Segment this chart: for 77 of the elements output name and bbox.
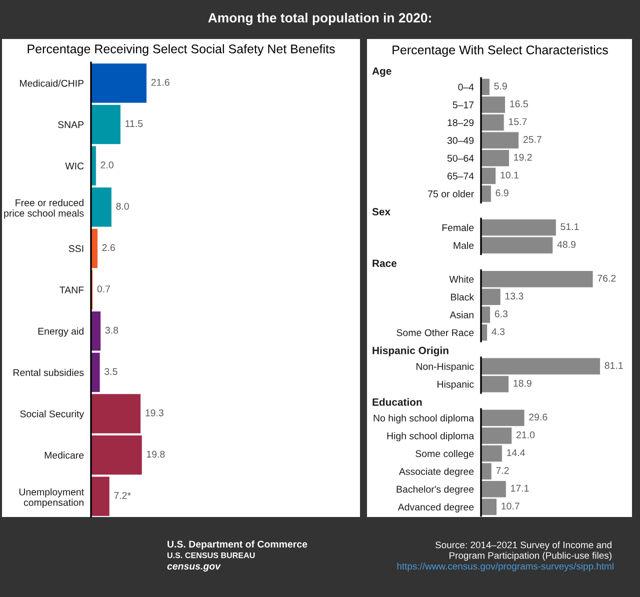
data-label: 11.5 [126, 120, 143, 128]
data-label: 21.6 [151, 78, 170, 86]
y-tick-label: 50–64 [447, 154, 474, 162]
data-label: 2.6 [102, 244, 115, 252]
data-label: 7.2* [114, 492, 131, 499]
chart-subtitle: Hispanic Origin [372, 346, 448, 356]
text: Sex [372, 208, 390, 216]
source-note: Source: 2014–2021 Survey of Income and Program Participation (Public-use files) [436, 541, 612, 561]
data-label: 5.9 [494, 82, 507, 90]
data-label: 48.9 [557, 241, 576, 248]
y-tick-label: 30–49 [447, 137, 474, 144]
data-label: 13.3 [505, 292, 524, 300]
y-tick-label: High school diploma [387, 432, 474, 442]
y-tick-label: White [449, 276, 474, 283]
data-label: 10.7 [502, 502, 520, 510]
chart-title: Percentage With Select Characteristics [392, 45, 608, 57]
data-label: 25.7 [523, 136, 542, 143]
data-label: 2.0 [100, 162, 114, 168]
data-label: 3.8 [105, 326, 118, 334]
data-label: 18.9 [514, 380, 532, 387]
y-tick-label: Black [451, 293, 474, 301]
data-label: 76.2 [598, 274, 616, 282]
y-tick-label: Hispanic [438, 380, 474, 390]
data-label: 8.0 [116, 202, 129, 210]
data-label: 81.1 [604, 362, 623, 369]
data-label: 29.6 [529, 414, 548, 421]
y-tick-label: Non-Hispanic [416, 362, 474, 372]
text: Race [372, 260, 397, 267]
y-tick-label: Social Security [20, 410, 84, 420]
text: U.S. Department of Commerce [168, 540, 308, 550]
data-label: 3.5 [104, 368, 118, 375]
data-label: 15.7 [508, 118, 527, 126]
data-label: 51.1 [560, 223, 579, 230]
data-label: 10.1 [500, 172, 518, 179]
text: U.S. CENSUS BUREAU [167, 552, 255, 558]
data-label: 14.4 [507, 449, 525, 456]
data-label: 17.1 [511, 484, 529, 492]
y-tick-label: Free or reduced price school meals [4, 199, 84, 219]
y-tick-label: Bachelor's degree [396, 486, 474, 495]
y-tick-label: SSI [68, 245, 84, 252]
data-label: 6.9 [496, 189, 508, 196]
y-tick-label: Male [454, 242, 474, 249]
y-tick-label: WIC [65, 162, 84, 170]
data-label: 4.3 [492, 328, 505, 336]
data-label: 16.5 [510, 100, 528, 108]
y-tick-label: Associate degree [398, 468, 474, 477]
data-label: 7.2 [496, 467, 509, 474]
text: census.gov [167, 564, 221, 572]
y-tick-label: Energy aid [38, 328, 84, 337]
y-tick-label: Medicaid/CHIP [20, 80, 84, 87]
y-tick-label: Rental subsidies [14, 368, 84, 376]
data-label: 19.8 [146, 450, 165, 458]
y-tick-label: Medicare [44, 452, 84, 459]
y-tick-label: 18–29 [448, 119, 474, 126]
text: Among the total population in 2020: [208, 12, 431, 26]
y-tick-label: 0–4 [458, 84, 474, 91]
y-tick-label: SNAP [58, 121, 84, 128]
data-label: 19.2 [514, 154, 532, 161]
y-tick-label: Unemployment compensation [19, 488, 84, 508]
y-tick-label: Some Other Race [396, 328, 474, 336]
y-tick-label: Advanced degree [398, 503, 474, 512]
data-label: 19.3 [146, 409, 164, 416]
y-tick-label: 65–74 [448, 172, 474, 180]
data-label: 0.7 [97, 285, 110, 292]
data-label: 6.3 [494, 310, 508, 318]
y-tick-label: Asian [450, 311, 474, 318]
y-tick-label: TANF [60, 286, 84, 294]
text: Percentage Receiving Select Social Safety Net Benefits [28, 44, 335, 56]
y-tick-label: 75 or older [428, 190, 474, 198]
text: Age [372, 67, 392, 77]
y-tick-label: Some college [416, 450, 474, 460]
y-tick-label: Female [442, 224, 474, 232]
y-tick-label: No high school diploma [374, 414, 474, 424]
data-label: 21.0 [516, 431, 535, 438]
text: Education [372, 398, 422, 406]
y-tick-label: 5–17 [452, 102, 474, 108]
text: https://www.census.gov/programs-surveys/sipp.html [397, 562, 614, 572]
